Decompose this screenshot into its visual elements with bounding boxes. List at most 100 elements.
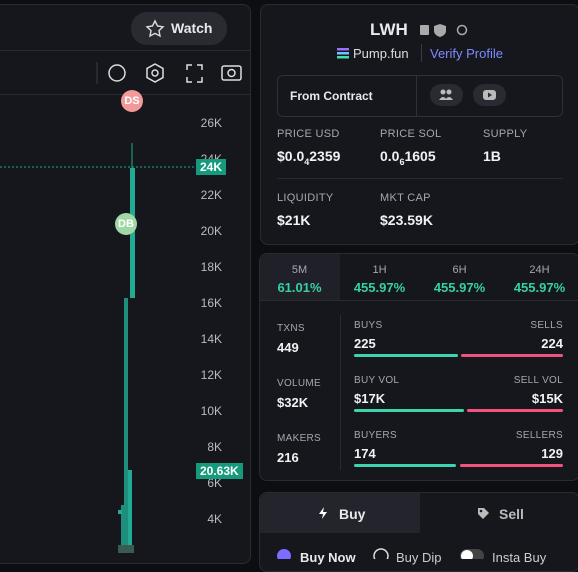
marker-bg <box>115 213 137 235</box>
sell-value: 129 <box>541 446 563 461</box>
watch-label: Watch <box>171 20 213 36</box>
token-card <box>260 4 578 245</box>
verify-link[interactable]: Verify Profile <box>430 46 503 61</box>
settings-icon[interactable] <box>146 63 164 83</box>
watch-button[interactable]: Watch <box>131 12 227 45</box>
axis-label: 20K <box>200 224 222 238</box>
activity-label: MAKERS <box>277 433 322 444</box>
stat-part: 1605 <box>404 148 436 164</box>
indicator-icon[interactable] <box>108 64 126 82</box>
buy-bar <box>354 464 456 467</box>
stat-part: 2359 <box>309 148 341 164</box>
buy-value: $17K <box>354 391 386 406</box>
sell-label: SELLS <box>530 320 563 331</box>
axis-label: 10K <box>200 404 222 418</box>
axis-label: 8K <box>207 440 222 454</box>
change-period: 1H <box>372 264 387 276</box>
selected-tab <box>260 254 340 300</box>
price-tag: 20.63K <box>196 463 243 479</box>
contract-label: From Contract <box>290 89 373 103</box>
change-tab[interactable]: 6H 455.97% <box>420 254 499 300</box>
buy-value: 225 <box>354 336 376 351</box>
option-label[interactable]: Buy Dip <box>396 550 442 565</box>
change-value: 455.97% <box>513 280 566 295</box>
volume-bar <box>118 545 134 553</box>
stat-part: $21K <box>277 212 311 228</box>
token-icons <box>420 24 468 37</box>
axis-label: 6K <box>207 476 222 490</box>
page: {"watch":"Watch", "chart":{"markers":["D… <box>0 4 578 572</box>
tag-icon <box>478 508 489 519</box>
stat-label: PRICE SOL <box>380 128 442 140</box>
activity-value: 216 <box>277 450 299 465</box>
community-button[interactable] <box>430 84 463 106</box>
sell-bar <box>467 409 563 412</box>
camera-lens <box>227 68 236 78</box>
buy-tab[interactable] <box>260 493 420 533</box>
axis-label: 18K <box>200 260 222 274</box>
token-symbol: LWH <box>370 20 408 39</box>
activity-value: $32K <box>277 395 309 410</box>
candle <box>121 505 124 553</box>
sell-value: $15K <box>531 391 563 406</box>
option-label[interactable]: Insta Buy <box>492 550 547 565</box>
change-period: 24H <box>529 264 550 276</box>
divider <box>259 300 578 301</box>
divider <box>0 50 250 51</box>
buy-label: BUY VOL <box>354 375 400 386</box>
stat-label: PRICE USD <box>277 128 340 140</box>
stat-value: 0.061605 <box>380 148 436 167</box>
sell-bar <box>460 464 563 467</box>
fullscreen-icon[interactable] <box>186 64 203 83</box>
marker-label: DB <box>118 218 134 230</box>
stat-value: $23.59K <box>380 212 433 228</box>
stat-label: MKT CAP <box>380 192 431 204</box>
buy-value: 174 <box>354 446 376 461</box>
candle <box>124 298 128 553</box>
contract-box <box>277 75 563 117</box>
separator <box>340 315 341 470</box>
sell-label: SELL VOL <box>513 375 563 386</box>
stat-part: $0.0 <box>277 148 305 164</box>
change-tab[interactable]: 5M 61.01% <box>260 254 339 300</box>
sell-value: 224 <box>541 336 563 351</box>
activity-label: TXNS <box>277 323 305 334</box>
buy-bar <box>354 354 458 357</box>
change-period: 5M <box>291 264 308 276</box>
stat-label: LIQUIDITY <box>277 192 334 204</box>
candle <box>118 510 122 514</box>
change-value: 455.97% <box>353 280 406 295</box>
tab-label: Buy <box>339 506 366 522</box>
buy-label: BUYS <box>354 320 383 331</box>
buy-bar <box>354 409 464 412</box>
activity-label: VOLUME <box>277 378 322 389</box>
stat-part: 0.0 <box>380 148 400 164</box>
candle <box>128 470 132 553</box>
star-icon <box>145 19 165 38</box>
activity-value: 449 <box>277 340 299 355</box>
marker-label: DS <box>124 95 139 107</box>
zero-count: 4 <box>304 156 310 167</box>
pump-icon <box>337 48 349 59</box>
social-icons <box>439 89 496 100</box>
stat-value: $21K <box>277 212 310 228</box>
camera-icon[interactable] <box>221 65 242 81</box>
stat-part: 1B <box>483 148 501 164</box>
change-tab[interactable]: 24H 455.97% <box>500 254 578 300</box>
axis-label: 22K <box>200 188 222 202</box>
stat-part: $23.59K <box>380 212 433 228</box>
settings-icon-center <box>151 69 159 77</box>
sell-label: SELLERS <box>515 430 563 441</box>
marker-bg <box>121 90 143 112</box>
divider <box>277 178 563 179</box>
option-label[interactable]: Buy Now <box>300 550 356 565</box>
separator <box>416 75 417 117</box>
change-tab[interactable]: 1H 455.97% <box>340 254 419 300</box>
stat-value: $0.042359 <box>277 148 340 167</box>
zero-count: 6 <box>399 156 405 167</box>
buy-label: BUYERS <box>354 430 397 441</box>
axis-label: 16K <box>200 296 222 310</box>
stat-label: SUPPLY <box>483 128 528 140</box>
platform[interactable]: Pump.fun <box>353 46 409 61</box>
sell-bar <box>461 354 563 357</box>
